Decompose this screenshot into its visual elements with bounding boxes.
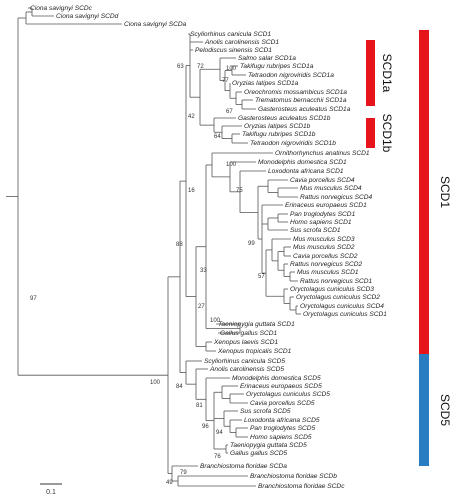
leaf-label: Oryctolagus cuniculus SCD1 bbox=[303, 311, 387, 318]
leaf-label: Cavia porcellus SCD2 bbox=[293, 253, 358, 260]
bootstrap-value: 67 bbox=[226, 109, 233, 115]
leaf-label: Tetraodon nigroviridis SCD1a bbox=[248, 72, 334, 79]
bootstrap-value: 100 bbox=[226, 162, 237, 168]
leaf-label: Ornithorhynchus anatinus SCD1 bbox=[275, 150, 370, 157]
leaf-label: Sus scrofa SCD1 bbox=[290, 227, 341, 234]
leaf-label: Gasterosteus aculeatus SCD1a bbox=[258, 106, 351, 113]
scd1b-bar bbox=[366, 118, 375, 148]
leaf-label: Oreochromis mossambicus SCD1a bbox=[244, 89, 347, 96]
leaf-label: Branchiostoma floridae SCDc bbox=[258, 483, 345, 490]
bootstrap-value: 94 bbox=[216, 430, 223, 436]
scd1-bar bbox=[419, 30, 429, 354]
leaf-label: Anolis carolinensis SCD1 bbox=[204, 39, 279, 46]
leaf-label: Tetraodon nigroviridis SCD1b bbox=[250, 140, 336, 147]
leaf-label: Taeniopygia guttata SCD1 bbox=[218, 321, 295, 328]
leaf-label: Oryctolagus cuniculus SCD3 bbox=[290, 286, 374, 293]
leaf-label: Ciona savignyi SCDd bbox=[56, 13, 119, 20]
leaf-label: Rattus norvegicus SCD2 bbox=[290, 261, 363, 268]
leaf-label: Homo sapiens SCD5 bbox=[250, 434, 312, 441]
leaf-label: Branchiostoma floridae SCDa bbox=[200, 463, 287, 470]
bootstrap-value: 75 bbox=[236, 188, 243, 194]
leaf-label: Sus scrofa SCD5 bbox=[240, 408, 291, 415]
leaf-label: Gallus gallus SCD5 bbox=[230, 450, 288, 457]
bootstrap-value: 100 bbox=[150, 380, 161, 386]
leaf-label: Takifugu rubripes SCD1a bbox=[240, 63, 314, 70]
clade-label: SCD1a bbox=[380, 54, 394, 93]
leaf-label: Scyliorhinus canicula SCD5 bbox=[204, 358, 285, 365]
clade-label: SCD1b bbox=[380, 114, 394, 153]
bootstrap-value: 76 bbox=[214, 454, 221, 460]
scd5-bar bbox=[419, 354, 429, 466]
leaf-label: Mus musculus SCD1 bbox=[297, 269, 359, 276]
bootstrap-value: 72 bbox=[197, 64, 204, 70]
scd1a-bar bbox=[366, 40, 375, 106]
bootstrap-value: 81 bbox=[196, 403, 203, 409]
leaf-label: Cavia porcellus SCD4 bbox=[290, 177, 355, 184]
bootstrap-value: 27 bbox=[198, 304, 205, 310]
leaf-label: Loxodonta africana SCD1 bbox=[268, 168, 344, 175]
bootstrap-value: 49 bbox=[166, 480, 173, 486]
leaf-label: Pelodiscus sinensis SCD1 bbox=[195, 47, 272, 54]
leaf-label: Mus musculus SCD3 bbox=[293, 236, 355, 243]
leaf-label: Mus musculus SCD2 bbox=[293, 244, 355, 251]
bootstrap-value: 100 bbox=[226, 66, 237, 72]
leaf-label: Loxodonta africana SCD5 bbox=[244, 417, 320, 424]
leaf-label: Oryctolagus cuniculus SCD2 bbox=[296, 294, 380, 301]
leaf-label: Homo sapiens SCD1 bbox=[290, 219, 352, 226]
leaf-label: Oryctolagus cuniculus SCD5 bbox=[246, 391, 330, 398]
leaf-label: Xenopus laevis SCD1 bbox=[213, 339, 278, 346]
bootstrap-value: 100 bbox=[210, 318, 221, 324]
leaf-label: Branchiostoma floridae SCDb bbox=[250, 473, 337, 480]
bootstrap-value: 97 bbox=[30, 296, 37, 302]
leaf-label: Anolis carolinensis SCD5 bbox=[209, 366, 284, 373]
bootstrap-value: 77 bbox=[222, 78, 229, 84]
leaf-label: Taeniopygia guttata SCD5 bbox=[230, 442, 307, 449]
leaf-label: Mus musculus SCD4 bbox=[300, 185, 362, 192]
leaf-label: Gallus gallus SCD1 bbox=[220, 330, 278, 337]
leaf-label: Salmo salar SCD1a bbox=[238, 55, 296, 62]
leaf-label: Takifugu rubripes SCD1b bbox=[242, 131, 316, 138]
bootstrap-value: 88 bbox=[176, 242, 183, 248]
bootstrap-value: 84 bbox=[176, 384, 183, 390]
leaf-label: Monodelphis domestica SCD1 bbox=[258, 159, 347, 166]
leaf-label: Ciona savignyi SCDc bbox=[30, 5, 93, 12]
leaf-label: Rattus norvegicus SCD1 bbox=[300, 278, 373, 285]
leaf-label: Gasterosteus aculeatus SCD1b bbox=[238, 115, 331, 122]
leaf-label: Rattus norvegicus SCD4 bbox=[300, 194, 373, 201]
clade-label: SCD1 bbox=[438, 176, 452, 208]
leaf-label: Xenopus tropicalis SCD1 bbox=[217, 348, 292, 355]
leaf-label: Oryctolagus cuniculus SCD4 bbox=[300, 303, 384, 310]
leaf-label: Ciona savignyi SCDa bbox=[124, 21, 187, 28]
leaf-label: Oryzias latipes SCD1a bbox=[232, 80, 299, 87]
scale-label: 0.1 bbox=[46, 489, 56, 496]
leaf-label: Pan troglodytes SCD1 bbox=[290, 211, 356, 218]
leaf-label: Monodelphis domestica SCD5 bbox=[232, 375, 321, 382]
bootstrap-value: 64 bbox=[214, 134, 221, 140]
bootstrap-value: 42 bbox=[188, 114, 195, 120]
bootstrap-value: 96 bbox=[202, 424, 209, 430]
leaf-label: Oryzias latipes SCD1b bbox=[244, 123, 311, 130]
leaf-label: Pan troglodytes SCD5 bbox=[250, 425, 316, 432]
leaf-label: Erinaceus europaeus SCD5 bbox=[240, 383, 322, 390]
leaf-label: Cavia porcellus SCD5 bbox=[250, 400, 315, 407]
bootstrap-value: 99 bbox=[248, 241, 255, 247]
bootstrap-value: 63 bbox=[177, 64, 184, 70]
bootstrap-value: 33 bbox=[200, 268, 207, 274]
bootstrap-value: 79 bbox=[180, 470, 187, 476]
leaf-label: Trematomus bernacchii SCD1a bbox=[255, 97, 347, 104]
bootstrap-value: 57 bbox=[258, 274, 265, 280]
leaf-label: Scyliorhinus canicula SCD1 bbox=[190, 31, 271, 38]
bootstrap-value: 16 bbox=[188, 188, 195, 194]
leaf-label: Erinaceus europaeus SCD1 bbox=[285, 202, 367, 209]
clade-label: SCD5 bbox=[438, 394, 452, 426]
